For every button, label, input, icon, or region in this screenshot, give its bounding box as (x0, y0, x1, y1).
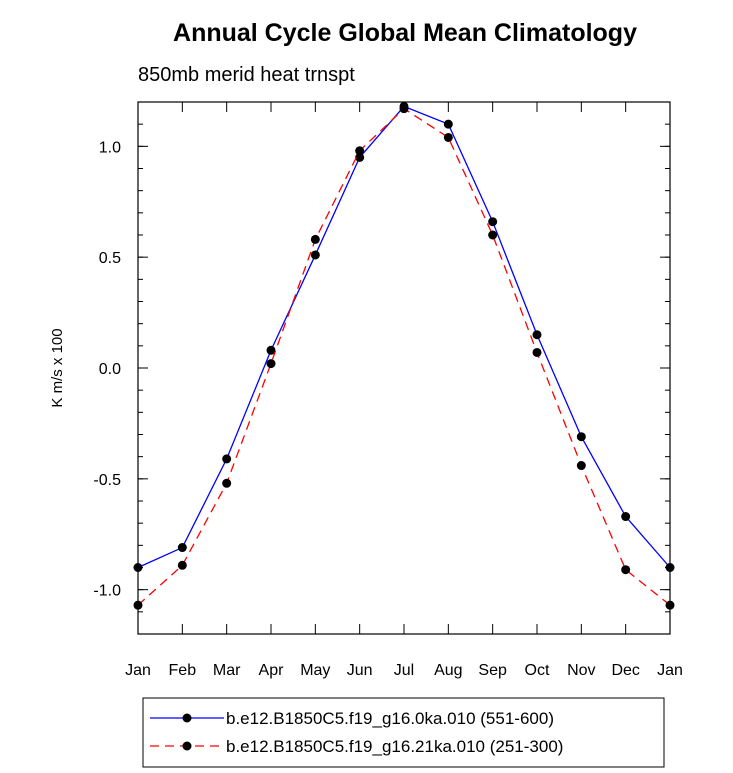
series-2-point (576, 461, 586, 471)
series-1-point (576, 432, 586, 442)
chart-subtitle: 850mb merid heat trnspt (138, 64, 355, 86)
y-tick-label: 0.0 (99, 361, 121, 378)
x-tick-label: Dec (611, 662, 639, 679)
series-1-point (133, 563, 143, 572)
x-tick-label: May (300, 662, 330, 679)
series-2-point (532, 347, 542, 357)
series-2-point (310, 234, 320, 244)
series-1-point (355, 152, 365, 162)
x-tick-label: Oct (525, 662, 550, 679)
series-1-point (177, 543, 187, 553)
legend-label-2: b.e12.B1850C5.f19_g16.21ka.010 (251-300) (226, 737, 563, 756)
series-1-point (266, 345, 276, 355)
series-layer (133, 101, 675, 610)
y-tick-label: -0.5 (93, 472, 121, 489)
y-tick-label: -1.0 (93, 583, 121, 600)
x-tick-label: Mar (213, 662, 241, 679)
series-1-point (443, 119, 453, 129)
y-axis-label: K m/s x 100 (49, 328, 66, 407)
x-tick-label: Nov (567, 662, 595, 679)
series-2-point (665, 600, 675, 610)
legend-box (142, 697, 665, 768)
x-tick-label: Sep (478, 662, 507, 679)
y-tick-label: 0.5 (99, 250, 121, 267)
series-2-point (266, 359, 276, 369)
x-tick-label: Jan (125, 662, 151, 679)
series-2-point (222, 478, 232, 488)
legend: b.e12.B1850C5.f19_g16.0ka.010 (551-600) b… (150, 709, 563, 756)
series-1-point (310, 250, 320, 260)
series-2-point (133, 600, 143, 610)
y-axis: -1.0 -0.5 0.0 0.5 1.0 (93, 101, 670, 635)
x-tick-label: Jul (394, 662, 414, 679)
legend-label-1: b.e12.B1850C5.f19_g16.0ka.010 (551-600) (226, 709, 554, 728)
series-2-point (177, 560, 187, 570)
series-2-point (399, 104, 409, 114)
series-2-point (488, 230, 498, 240)
x-axis: Jan Feb Mar Apr May Jun Jul Aug Sep Oct Nov Dec Jan (125, 102, 683, 679)
series-1-point (488, 217, 498, 227)
series-1-point (665, 563, 675, 572)
series-1-point (532, 330, 542, 340)
y-tick-label: 1.0 (99, 139, 121, 156)
series-2-point (443, 132, 453, 142)
x-tick-label: Jan (657, 662, 683, 679)
series-1-point (222, 454, 232, 464)
x-tick-label: Aug (434, 662, 462, 679)
x-tick-label: Jun (347, 662, 373, 679)
x-tick-label: Apr (259, 662, 285, 679)
series-2-point (355, 146, 365, 156)
series-line-2 (137, 107, 671, 606)
series-1-point (621, 512, 631, 522)
legend-marker-2 (182, 741, 192, 751)
series-2-point (621, 565, 631, 575)
x-tick-label: Feb (169, 662, 197, 679)
legend-marker-1 (182, 713, 192, 723)
plot-frame (137, 101, 671, 635)
chart-title: Annual Cycle Global Mean Climatology (173, 19, 637, 47)
